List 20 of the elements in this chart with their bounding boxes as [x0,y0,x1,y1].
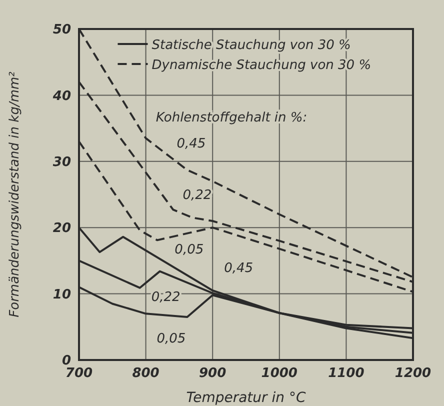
series-label: 0,45 [224,260,254,276]
series-label: 0,05 [174,242,204,258]
x-tick-label: 1100 [328,366,364,382]
y-axis-title: Formänderungswiderstand in kg/mm² [8,72,23,318]
y-tick-label: 0 [62,354,71,369]
x-tick-label: 1000 [261,366,298,382]
series-label: 0,22 [182,188,212,204]
x-tick-label: 800 [132,366,160,382]
x-tick-label: 1200 [394,366,432,382]
y-tick-label: 20 [52,221,71,236]
y-tick-label: 30 [52,155,71,170]
y-tick-label: 50 [52,22,71,38]
x-axis-title: Temperatur in °C [186,390,306,406]
series-label: 0,22 [151,290,180,305]
series-label: 0,05 [156,331,186,346]
series-label: 0,45 [176,136,206,152]
x-tick-label: 900 [199,366,226,382]
x-tick-label: 700 [65,366,93,382]
y-tick-label: 10 [52,287,71,302]
y-tick-label: 40 [52,88,71,104]
